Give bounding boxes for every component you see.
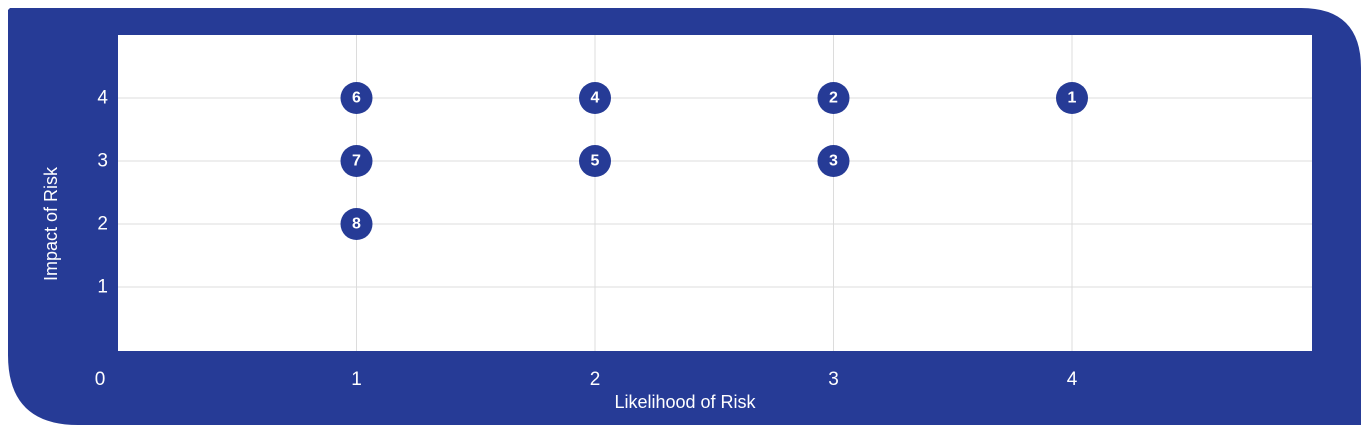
risk-point-marker <box>579 82 611 114</box>
risk-point-label: 3 <box>829 153 838 170</box>
risk-point-label: 6 <box>352 90 361 107</box>
risk-point-label: 7 <box>352 153 361 170</box>
risk-point-label: 8 <box>352 216 361 233</box>
y-tick-label: 3 <box>97 151 108 172</box>
points-layer: 1 2 3 4 5 6 7 8 <box>340 82 1088 240</box>
y-tick-label: 4 <box>97 88 108 109</box>
ticks-layer: 1 2 3 4 1 2 3 4 0 <box>95 88 1078 391</box>
risk-point-label: 4 <box>591 90 600 107</box>
risk-point: 6 <box>340 82 373 114</box>
risk-point: 3 <box>817 145 850 177</box>
risk-point: 7 <box>340 145 373 177</box>
risk-point-marker <box>340 82 373 114</box>
risk-point: 2 <box>817 82 850 114</box>
risk-point: 1 <box>1056 82 1088 114</box>
y-tick-label: 2 <box>97 214 108 235</box>
risk-point-marker <box>579 145 611 177</box>
grid-layer <box>118 35 1312 351</box>
risk-point-label: 1 <box>1068 90 1077 107</box>
y-axis-title: Impact of Risk <box>41 166 61 281</box>
risk-point-marker <box>340 145 373 177</box>
y-tick-label: 1 <box>97 277 108 298</box>
risk-point: 8 <box>340 208 373 240</box>
origin-tick-label: 0 <box>95 369 106 390</box>
risk-point-label: 5 <box>591 153 600 170</box>
risk-point: 5 <box>579 145 611 177</box>
risk-point-marker <box>817 145 850 177</box>
x-tick-label: 2 <box>590 369 601 390</box>
x-tick-label: 3 <box>828 369 839 390</box>
risk-point-marker <box>1056 82 1088 114</box>
x-axis-title: Likelihood of Risk <box>614 392 756 412</box>
x-tick-label: 4 <box>1067 369 1078 390</box>
risk-point: 4 <box>579 82 611 114</box>
risk-point-marker <box>817 82 850 114</box>
risk-point-label: 2 <box>829 90 838 107</box>
risk-point-marker <box>340 208 373 240</box>
x-tick-label: 1 <box>351 369 362 390</box>
plot-area <box>118 35 1312 351</box>
